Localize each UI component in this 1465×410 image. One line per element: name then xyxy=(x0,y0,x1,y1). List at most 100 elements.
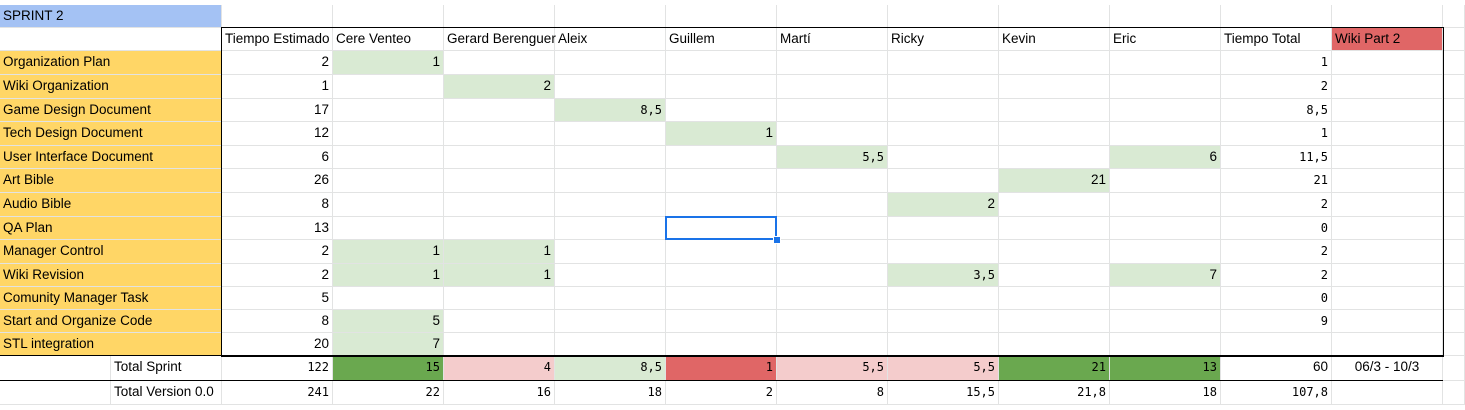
hours-cell[interactable]: 8,5 xyxy=(555,99,666,122)
estimated-time-cell[interactable]: 8 xyxy=(222,193,333,217)
hours-cell[interactable]: 1 xyxy=(666,122,777,146)
task-name-cell[interactable]: Audio Bible xyxy=(0,193,222,217)
empty-cell[interactable] xyxy=(1443,193,1465,217)
hours-cell[interactable]: 1 xyxy=(333,240,444,264)
total-time-cell[interactable]: 0 xyxy=(1221,217,1332,240)
wiki-part-cell[interactable] xyxy=(1332,240,1443,264)
hours-cell[interactable] xyxy=(666,169,777,193)
empty-cell[interactable] xyxy=(1443,310,1465,333)
hours-cell[interactable]: 2 xyxy=(444,75,555,99)
estimated-time-cell[interactable]: 26 xyxy=(222,169,333,193)
hours-cell[interactable] xyxy=(777,99,888,122)
empty-cell[interactable] xyxy=(333,5,444,28)
empty-cell[interactable] xyxy=(0,381,111,405)
hours-cell[interactable] xyxy=(999,146,1110,169)
empty-cell[interactable] xyxy=(1443,264,1465,287)
total-time-cell[interactable]: 2 xyxy=(1221,264,1332,287)
total-time-cell[interactable]: 21 xyxy=(1221,169,1332,193)
hours-cell[interactable] xyxy=(888,333,999,356)
hours-cell[interactable] xyxy=(333,99,444,122)
wiki-part-cell[interactable] xyxy=(1332,146,1443,169)
empty-cell[interactable] xyxy=(1443,240,1465,264)
empty-cell[interactable] xyxy=(1443,146,1465,169)
task-name-cell[interactable]: User Interface Document xyxy=(0,146,222,169)
hours-cell[interactable] xyxy=(444,193,555,217)
wiki-part-cell[interactable] xyxy=(1332,217,1443,240)
empty-cell[interactable] xyxy=(1443,5,1465,28)
hours-cell[interactable] xyxy=(888,287,999,310)
column-header-aleix[interactable]: Aleix xyxy=(555,28,666,51)
estimated-time-cell[interactable]: 8 xyxy=(222,310,333,333)
hours-cell[interactable] xyxy=(1110,240,1221,264)
hours-cell[interactable] xyxy=(333,146,444,169)
task-name-cell[interactable]: Start and Organize Code xyxy=(0,310,222,333)
hours-cell[interactable] xyxy=(777,193,888,217)
estimated-time-cell[interactable]: 6 xyxy=(222,146,333,169)
estimated-time-cell[interactable]: 20 xyxy=(222,333,333,356)
hours-cell[interactable]: 3,5 xyxy=(888,264,999,287)
hours-cell[interactable] xyxy=(999,240,1110,264)
hours-cell[interactable] xyxy=(1110,217,1221,240)
hours-cell[interactable]: 7 xyxy=(1110,264,1221,287)
hours-cell[interactable] xyxy=(777,310,888,333)
total-time-cell[interactable]: 2 xyxy=(1221,193,1332,217)
hours-cell[interactable] xyxy=(999,193,1110,217)
hours-cell[interactable] xyxy=(555,122,666,146)
hours-cell[interactable]: 5 xyxy=(333,310,444,333)
hours-cell[interactable] xyxy=(1110,333,1221,356)
wiki-part-cell[interactable] xyxy=(1332,310,1443,333)
empty-cell[interactable] xyxy=(1443,169,1465,193)
hours-cell[interactable] xyxy=(444,287,555,310)
hours-cell[interactable] xyxy=(444,122,555,146)
total-sprint-cell[interactable]: 5,5 xyxy=(888,356,999,381)
task-name-cell[interactable]: Game Design Document xyxy=(0,99,222,122)
hours-cell[interactable] xyxy=(888,217,999,240)
wiki-part-cell[interactable] xyxy=(1332,169,1443,193)
hours-cell[interactable] xyxy=(333,193,444,217)
hours-cell[interactable] xyxy=(555,217,666,240)
empty-cell[interactable] xyxy=(1443,99,1465,122)
total-version-estimated[interactable]: 241 xyxy=(222,381,333,405)
column-header-gerard-berenguer[interactable]: Gerard Berenguer xyxy=(444,28,556,51)
empty-cell[interactable] xyxy=(1443,333,1465,356)
hours-cell[interactable] xyxy=(888,51,999,75)
hours-cell[interactable]: 6 xyxy=(1110,146,1221,169)
total-time-cell[interactable] xyxy=(1221,333,1332,356)
column-header-tiempo-total[interactable]: Tiempo Total xyxy=(1221,28,1332,51)
total-sprint-cell[interactable]: 4 xyxy=(444,356,555,381)
empty-cell[interactable] xyxy=(1332,5,1443,28)
hours-cell[interactable] xyxy=(777,122,888,146)
hours-cell[interactable] xyxy=(999,51,1110,75)
column-header-ricky[interactable]: Ricky xyxy=(888,28,999,51)
hours-cell[interactable] xyxy=(444,333,555,356)
empty-cell[interactable] xyxy=(1443,217,1465,240)
hours-cell[interactable] xyxy=(888,99,999,122)
hours-cell[interactable] xyxy=(333,287,444,310)
hours-cell[interactable] xyxy=(444,217,555,240)
hours-cell[interactable] xyxy=(666,287,777,310)
hours-cell[interactable] xyxy=(777,240,888,264)
hours-cell[interactable] xyxy=(1110,310,1221,333)
total-version-total[interactable]: 107,8 xyxy=(1221,381,1332,405)
hours-cell[interactable] xyxy=(555,240,666,264)
total-version-cell[interactable]: 2 xyxy=(666,381,777,405)
hours-cell[interactable] xyxy=(777,333,888,356)
hours-cell[interactable] xyxy=(333,217,444,240)
total-sprint-cell[interactable]: 1 xyxy=(666,356,777,381)
wiki-part-cell[interactable] xyxy=(1332,75,1443,99)
empty-cell[interactable] xyxy=(222,5,333,28)
total-sprint-cell[interactable]: 5,5 xyxy=(777,356,888,381)
hours-cell[interactable] xyxy=(888,122,999,146)
estimated-time-cell[interactable]: 17 xyxy=(222,99,333,122)
hours-cell[interactable] xyxy=(777,51,888,75)
hours-cell[interactable] xyxy=(666,75,777,99)
hours-cell[interactable] xyxy=(444,310,555,333)
total-version-cell[interactable]: 16 xyxy=(444,381,555,405)
hours-cell[interactable] xyxy=(444,146,555,169)
hours-cell[interactable] xyxy=(999,122,1110,146)
total-time-cell[interactable]: 0 xyxy=(1221,287,1332,310)
wiki-part-cell[interactable] xyxy=(1332,287,1443,310)
hours-cell[interactable] xyxy=(555,169,666,193)
empty-cell[interactable] xyxy=(777,5,888,28)
total-sprint-cell[interactable]: 8,5 xyxy=(555,356,666,381)
